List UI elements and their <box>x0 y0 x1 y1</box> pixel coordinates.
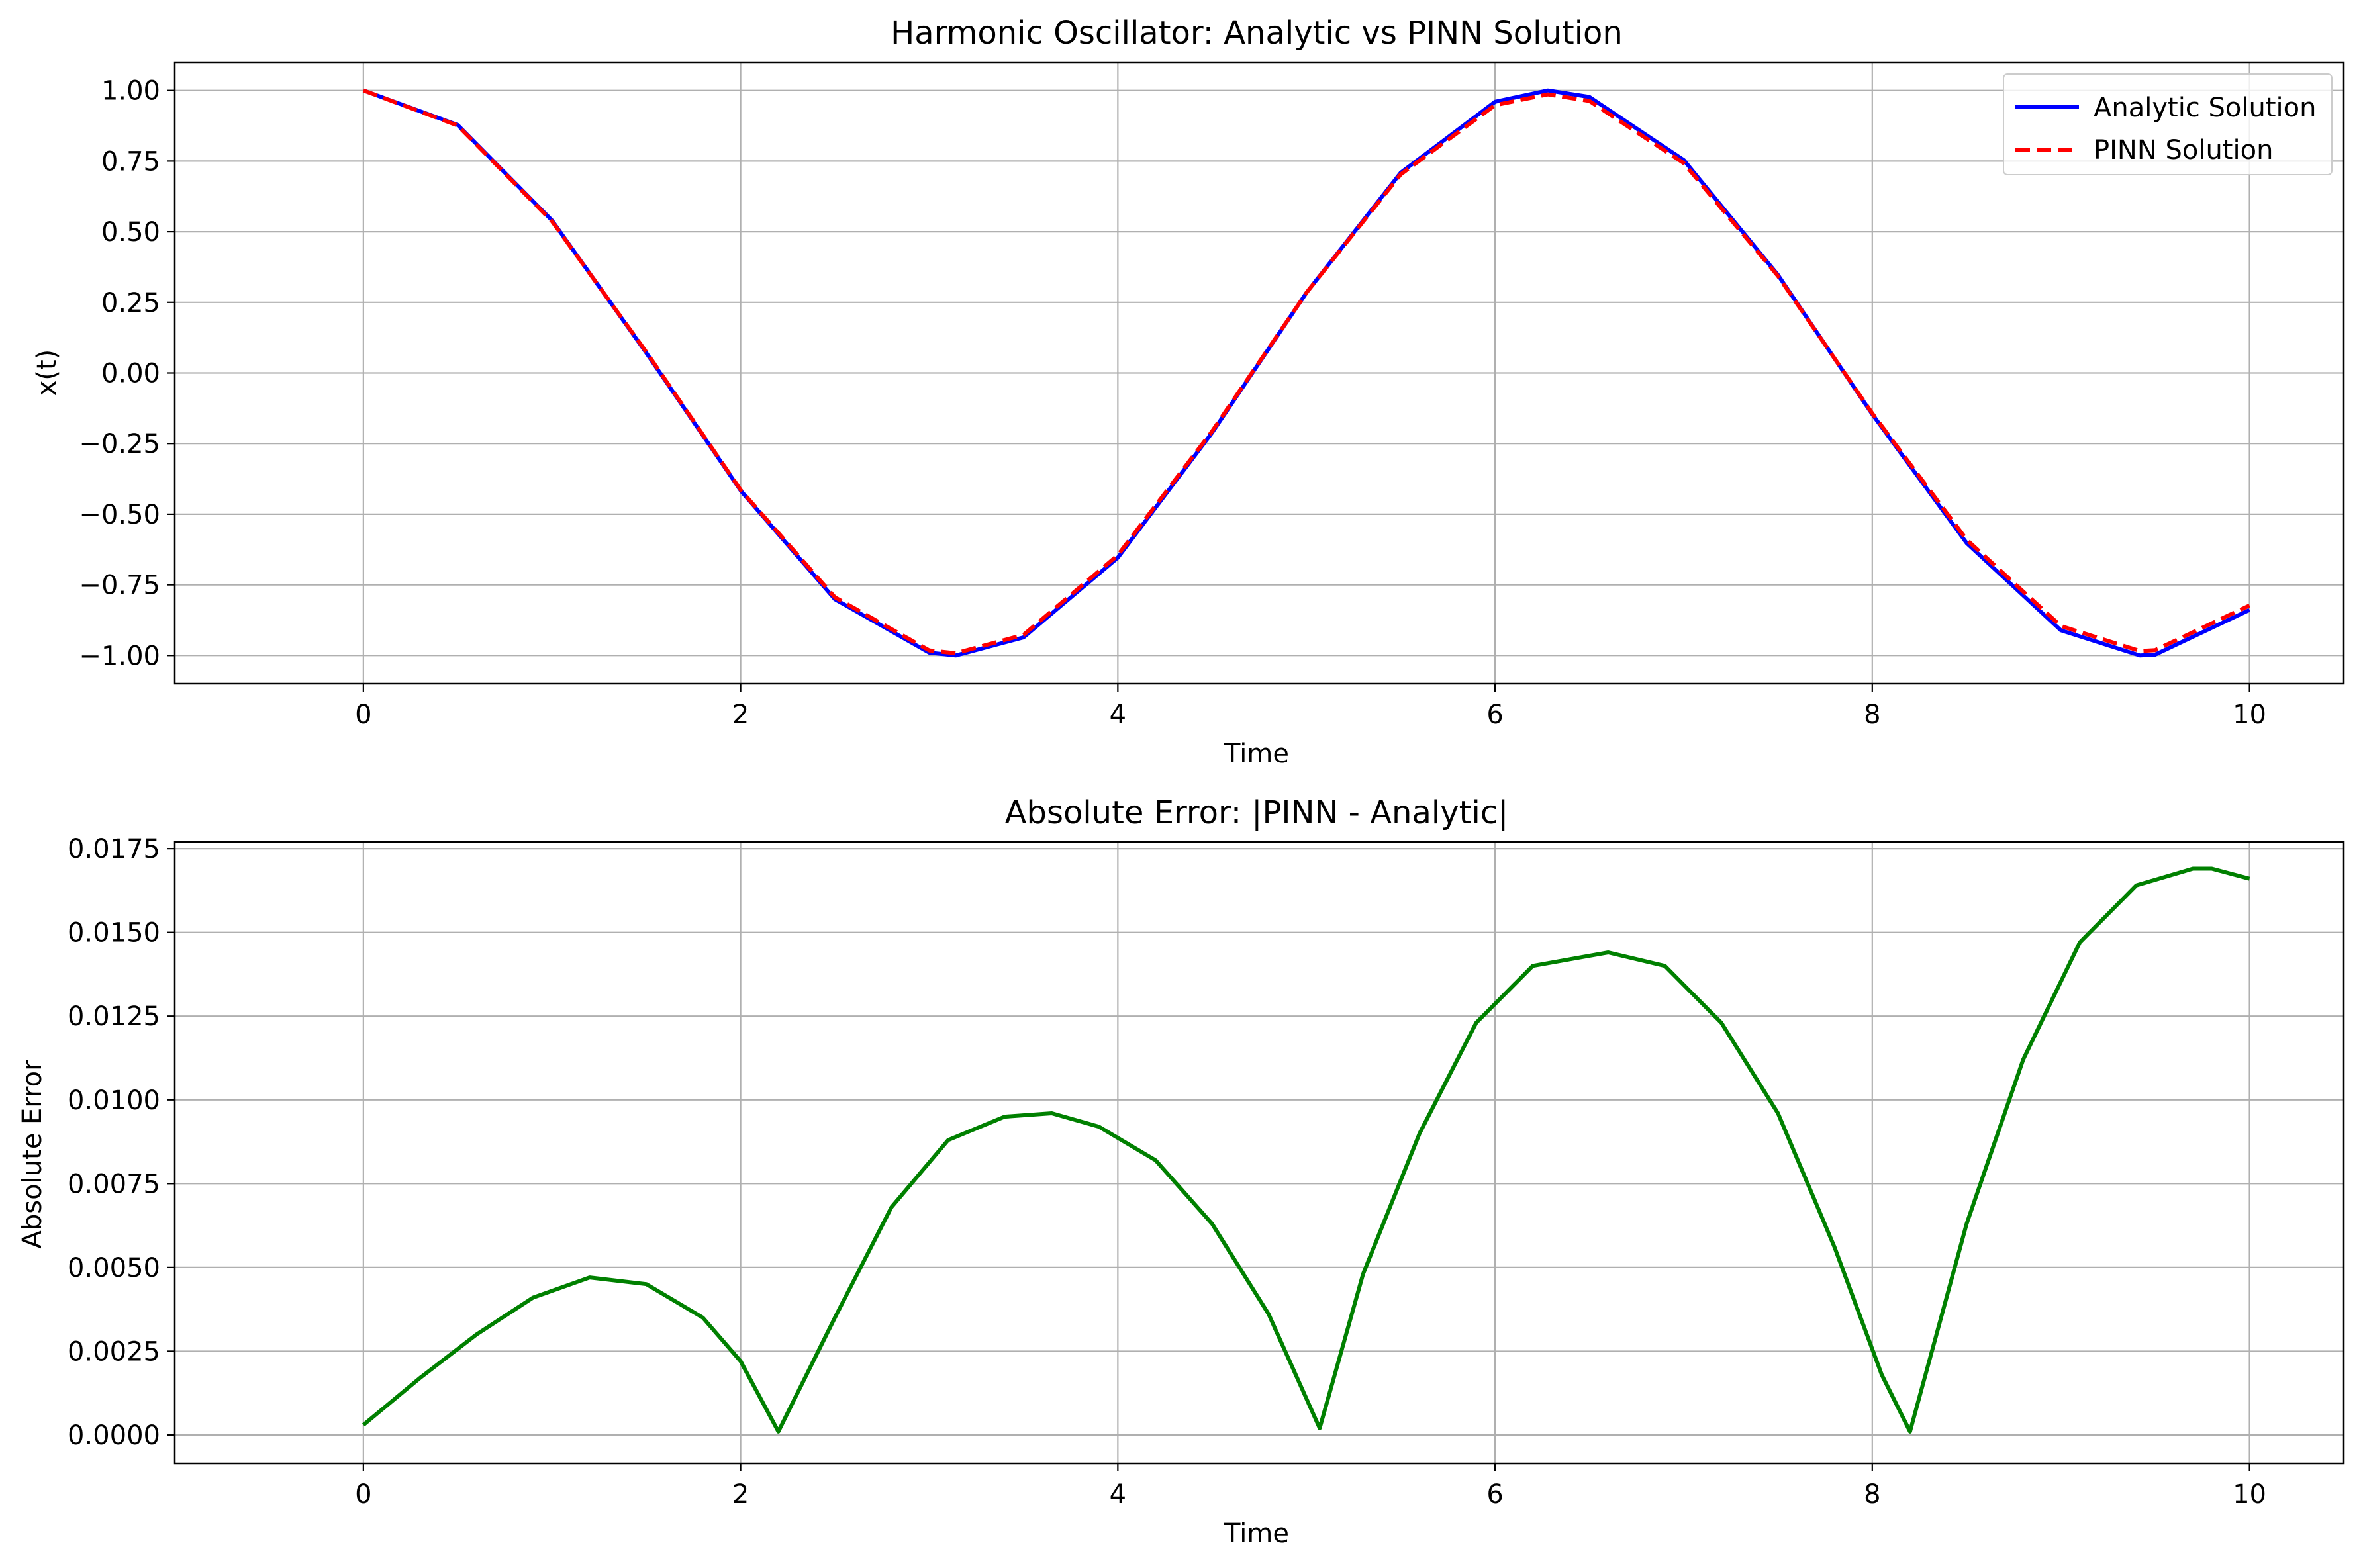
solution-legend-box <box>2003 73 2333 175</box>
solution-chart-ylabel: x(t) <box>32 349 62 396</box>
solution-ytick-label-7: −0.75 <box>79 571 160 601</box>
solution-xtick-label-0: 0 <box>355 700 371 730</box>
solution-legend: Analytic Solution PINN Solution <box>2003 73 2333 175</box>
solution-ytick-label-6: −0.50 <box>79 500 160 530</box>
error-xtick-label-3: 6 <box>1486 1479 1503 1510</box>
solution-ytick-label-3: 0.25 <box>101 288 160 318</box>
solution-xtick-label-4: 8 <box>1864 700 1880 730</box>
solution-ytick-label-0: 1.00 <box>101 76 160 107</box>
error-ytick-label-0: 0.0175 <box>68 834 160 864</box>
solution-ytick-label-5: −0.25 <box>79 429 160 459</box>
error-chart-title: Absolute Error: |PINN - Analytic| <box>1005 794 1509 831</box>
error-ytick-label-5: 0.0050 <box>68 1253 160 1283</box>
error-xtick-label-2: 4 <box>1110 1479 1126 1510</box>
error-ytick-label-1: 0.0150 <box>68 918 160 948</box>
error-ytick-label-7: 0.0000 <box>68 1420 160 1451</box>
error-ytick-label-3: 0.0100 <box>68 1085 160 1116</box>
solution-ytick-label-1: 0.75 <box>101 146 160 177</box>
error-xtick-label-1: 2 <box>732 1479 749 1510</box>
solution-legend-label-0: Analytic Solution <box>2094 93 2316 123</box>
error-ytick-label-2: 0.0125 <box>68 1001 160 1032</box>
error-xtick-label-5: 10 <box>2233 1479 2266 1510</box>
error-chart: Absolute Error: |PINN - Analytic| Time A… <box>17 794 2345 1549</box>
solution-chart-title: Harmonic Oscillator: Analytic vs PINN So… <box>891 15 1623 52</box>
solution-chart: Harmonic Oscillator: Analytic vs PINN So… <box>32 15 2345 769</box>
solution-xtick-label-1: 2 <box>732 700 749 730</box>
solution-ytick-label-4: 0.00 <box>101 359 160 389</box>
solution-legend-label-1: PINN Solution <box>2094 135 2273 165</box>
error-series-0-line <box>362 866 2250 1434</box>
error-xtick-label-0: 0 <box>355 1479 371 1510</box>
error-chart-ylabel: Absolute Error <box>17 1060 48 1249</box>
solution-ytick-label-8: −1.00 <box>79 641 160 671</box>
error-ytick-label-6: 0.0025 <box>68 1336 160 1367</box>
error-ytick-label-4: 0.0075 <box>68 1169 160 1199</box>
solution-xtick-label-3: 6 <box>1486 700 1503 730</box>
error-axes-frame <box>173 841 2345 1465</box>
error-xtick-label-4: 8 <box>1864 1479 1880 1510</box>
solution-series-1-line <box>362 88 2250 655</box>
solution-xtick-label-5: 10 <box>2233 700 2266 730</box>
error-chart-xlabel: Time <box>1224 1518 1289 1549</box>
solution-xtick-label-2: 4 <box>1110 700 1126 730</box>
solution-chart-xlabel: Time <box>1224 739 1289 769</box>
solution-ytick-label-2: 0.50 <box>101 217 160 248</box>
